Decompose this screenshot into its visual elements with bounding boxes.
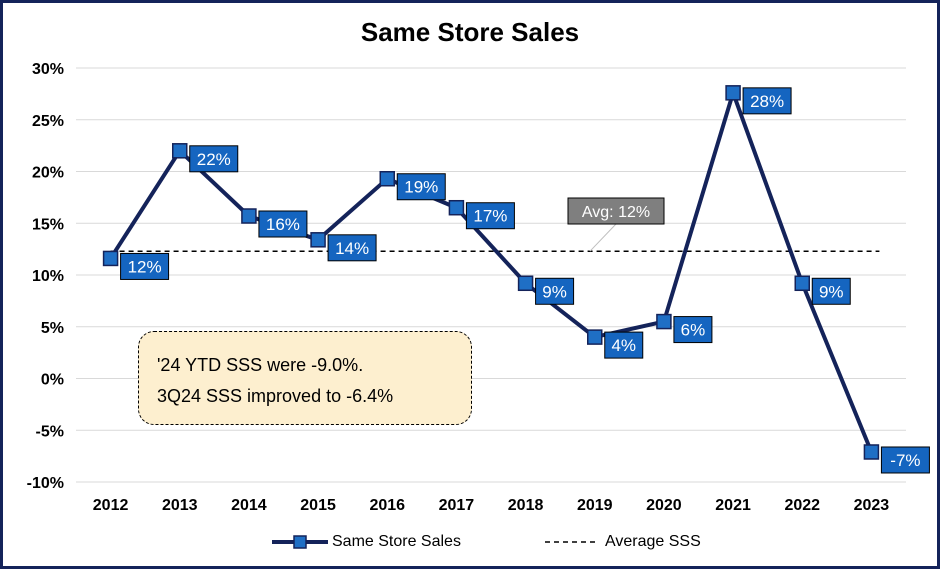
x-axis: 2012 2013 2014 2015 2016 2017 2018 2019 2020 2021… <box>93 497 890 514</box>
data-label: 6% <box>673 316 713 344</box>
legend-label-average-sss: Average SSS <box>605 533 701 550</box>
data-label: 16% <box>258 210 308 238</box>
data-label: 19% <box>396 173 446 201</box>
x-tick-label: 2020 <box>646 497 682 514</box>
data-label-box <box>535 277 575 305</box>
data-label-text: 28% <box>750 92 784 111</box>
chart-title: Same Store Sales <box>360 17 580 47</box>
x-tick-label: 2023 <box>854 497 890 514</box>
y-axis: 30% 25% 20% 15% 10% 5% 0% -5% -10% <box>27 61 64 492</box>
data-label: -7% <box>880 446 930 474</box>
average-annotation-leader <box>589 223 617 252</box>
data-label: 4% <box>604 331 644 359</box>
data-point <box>725 85 741 101</box>
y-tick-label: 5% <box>41 320 64 337</box>
data-label-box <box>673 316 713 344</box>
x-tick-label: 2015 <box>300 497 336 514</box>
data-label: 17% <box>465 202 515 230</box>
data-label-box <box>396 173 446 201</box>
data-point <box>172 143 188 159</box>
data-label-box <box>742 87 792 115</box>
data-label: 22% <box>189 145 239 173</box>
data-point <box>587 329 603 345</box>
x-tick-label: 2019 <box>577 497 613 514</box>
legend-item-average-sss: Average SSS <box>545 530 701 554</box>
data-point <box>517 275 534 292</box>
data-labels: 12% 22% 16% 14% 19% 17% 9% 4% 6% 28% 9% -7% <box>120 87 930 474</box>
data-label-box <box>465 202 515 230</box>
data-label-box <box>811 277 851 305</box>
y-tick-label: 20% <box>32 165 64 182</box>
data-point <box>863 444 880 460</box>
legend-label-same-store-sales: Same Store Sales <box>332 533 461 550</box>
data-label: 9% <box>811 277 851 305</box>
data-label: 12% <box>120 252 170 280</box>
data-label-text: 9% <box>542 282 567 301</box>
data-label-text: 4% <box>611 336 636 355</box>
data-label-text: 6% <box>681 321 706 340</box>
legend-item-same-store-sales: Same Store Sales <box>272 530 461 554</box>
data-point <box>656 313 672 330</box>
y-tick-label: -10% <box>27 475 64 492</box>
data-label-text: 12% <box>128 257 162 276</box>
y-tick-label: 30% <box>32 61 64 78</box>
average-annotation-box <box>567 197 665 225</box>
x-tick-label: 2018 <box>508 497 544 514</box>
x-tick-label: 2012 <box>93 497 129 514</box>
x-tick-label: 2014 <box>231 497 267 514</box>
legend: Same Store Sales Average SSS <box>0 530 940 554</box>
data-label-box <box>327 234 377 262</box>
data-point <box>102 250 119 267</box>
note-line-2: 3Q24 SSS improved to -6.4% <box>157 386 394 406</box>
y-tick-label: 15% <box>32 216 64 233</box>
data-point <box>310 232 326 248</box>
data-label-text: 9% <box>819 282 844 301</box>
x-tick-label: 2016 <box>369 497 405 514</box>
data-label-text: 17% <box>473 207 507 226</box>
data-label: 9% <box>535 277 575 305</box>
data-label: 14% <box>327 234 377 262</box>
data-label-text: -7% <box>890 451 920 470</box>
data-point <box>379 170 395 187</box>
data-point <box>794 275 810 292</box>
data-label: 28% <box>742 87 792 115</box>
data-label-text: 19% <box>404 178 438 197</box>
data-label-box <box>120 252 170 280</box>
series-line <box>108 90 874 453</box>
x-tick-label: 2017 <box>439 497 475 514</box>
data-label-box <box>604 331 644 359</box>
data-label-box <box>189 145 239 173</box>
y-tick-label: 10% <box>32 268 64 285</box>
average-line-group: Avg: 12% <box>110 197 880 252</box>
x-tick-label: 2021 <box>715 497 751 514</box>
y-tick-label: 25% <box>32 113 64 130</box>
y-tick-label: 0% <box>41 372 64 389</box>
note-line-1: '24 YTD SSS were -9.0%. <box>157 355 364 375</box>
note-box: '24 YTD SSS were -9.0%. 3Q24 SSS improve… <box>138 331 472 425</box>
data-label-text: 14% <box>335 239 369 258</box>
legend-dashed-line-icon <box>545 541 597 543</box>
x-tick-label: 2013 <box>162 497 198 514</box>
legend-marker-line-icon <box>272 535 328 549</box>
x-tick-label: 2022 <box>784 497 820 514</box>
data-label-text: 16% <box>266 215 300 234</box>
average-annotation-text: Avg: 12% <box>582 204 650 221</box>
data-label-box <box>258 210 308 238</box>
data-label-box <box>880 446 930 474</box>
series-group <box>102 85 880 460</box>
y-tick-label: -5% <box>36 423 64 440</box>
data-point <box>241 208 257 224</box>
data-point <box>448 199 465 216</box>
data-label-text: 22% <box>197 150 231 169</box>
